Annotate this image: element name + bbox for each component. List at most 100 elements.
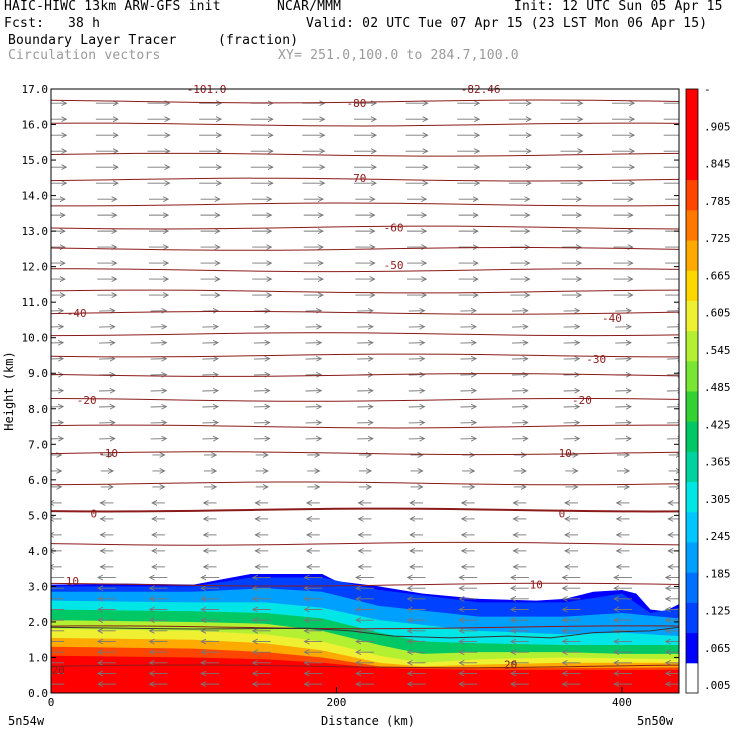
temperature-contours [51, 99, 679, 669]
isotherm-label: -60 [384, 222, 404, 235]
y-tick-label: 7.0 [28, 438, 48, 451]
y-tick-label: 9.0 [28, 367, 48, 380]
x-tick-label: 0 [48, 696, 55, 709]
isotherm-label: -30 [586, 353, 606, 366]
init-time: Init: 12 UTC Sun 05 Apr 15 [514, 0, 723, 14]
colorbar-swatch [686, 149, 698, 181]
colorbar-swatch [686, 360, 698, 392]
y-tick-label: 0.0 [28, 687, 48, 700]
isotherm [51, 397, 679, 402]
isotherm-label: 10 [66, 575, 79, 588]
isotherm [51, 225, 679, 230]
colorbar-swatch [686, 632, 698, 664]
isotherm [51, 541, 679, 546]
isotherm-label: 20 [504, 659, 517, 672]
forecast-hour: 38 h [68, 16, 101, 31]
colorbar-label: .665 [704, 269, 731, 282]
isotherm-label: -50 [384, 259, 404, 272]
y-tick-label: 8.0 [28, 403, 48, 416]
isotherm [51, 507, 679, 513]
colorbar-swatch [686, 511, 698, 543]
colorbar-swatch [686, 602, 698, 634]
x-axis-label: Distance (km) [321, 714, 415, 728]
y-tick-label: 4.0 [28, 545, 48, 558]
colorbar-swatch [686, 209, 698, 241]
field-units: (fraction) [218, 33, 299, 48]
y-tick-label: 13.0 [22, 225, 49, 238]
isotherm [51, 424, 679, 429]
colorbar-swatch [686, 300, 698, 332]
y-tick-label: 10.0 [22, 332, 49, 345]
y-axis-label: Height (km) [2, 351, 16, 430]
axes: 0.0 1.0 2.0 3.0 4.0 5.0 6.0 7.0 8.0 9.0 10.0 11.0 12… [22, 83, 679, 709]
isotherm-label: 0 [91, 508, 98, 521]
y-tick-label: 15.0 [22, 154, 49, 167]
colorbar-label: .125 [704, 605, 731, 618]
x-tick-label: 200 [327, 696, 347, 709]
circulation-vectors [51, 103, 679, 684]
x-tick-label: 400 [612, 696, 632, 709]
isotherm [51, 246, 679, 251]
colorbar-label: .605 [704, 307, 731, 320]
colorbar-swatch [686, 481, 698, 513]
isotherm [51, 481, 679, 486]
colorbar-label: .005 [704, 679, 731, 692]
y-tick-label: 6.0 [28, 474, 48, 487]
model-title: HAIC-HIWC 13km ARW-GFS init [4, 0, 221, 14]
colorbar-swatch [686, 179, 698, 211]
isotherm-label: 10 [530, 579, 543, 592]
colorbar-label: .845 [704, 158, 731, 171]
x-start-location: 5n54w [8, 714, 45, 728]
colorbar-label: .365 [704, 456, 731, 469]
colorbar-swatch [686, 89, 698, 120]
colorbar-swatch [686, 330, 698, 362]
colorbar-label: .545 [704, 344, 731, 357]
colorbar-label: .425 [704, 418, 731, 431]
y-tick-label: 17.0 [22, 83, 49, 96]
colorbar-label: .725 [704, 232, 731, 245]
isotherm-label: -40 [602, 312, 622, 325]
isotherm-label: -20 [572, 394, 592, 407]
isotherm [51, 99, 679, 104]
isotherm [51, 202, 679, 207]
y-tick-label: 11.0 [22, 296, 49, 309]
colorbar-swatch [686, 391, 698, 422]
isotherm-label: -80 [346, 97, 366, 110]
colorbar-label: .305 [704, 493, 731, 506]
isotherm-label: 20 [52, 664, 65, 677]
isotherm-label: -10 [552, 447, 572, 460]
y-tick-label: 12.0 [22, 261, 49, 274]
org-label: NCAR/MMM [277, 0, 342, 14]
colorbar-swatch [686, 240, 698, 271]
colorbar-swatch [686, 572, 698, 603]
isotherm [51, 373, 679, 377]
isotherm [51, 353, 679, 358]
colorbar-label: .185 [704, 567, 731, 580]
y-tick-label: 1.0 [28, 651, 48, 664]
isotherm [51, 664, 679, 669]
isotherm [51, 582, 679, 587]
isotherm [51, 625, 679, 630]
colorbar-swatch [686, 270, 698, 301]
isotherm [51, 268, 679, 273]
colorbar-label: .065 [704, 642, 731, 655]
plot-frame [50, 88, 680, 694]
colorbar-label: .485 [704, 381, 731, 394]
isotherm-label: -70 [346, 172, 366, 185]
colorbar-swatch [686, 542, 698, 573]
colorbar-label: - [704, 83, 711, 96]
y-tick-label: 14.0 [22, 190, 49, 203]
temperature-contour-labels: 20 20 10 10 0 0 -10 -10 -20 -20 -30 -40 -40 -50 -60 -70… [52, 83, 622, 677]
isotherm-label: -20 [77, 394, 97, 407]
field-name: Boundary Layer Tracer [8, 33, 177, 48]
isotherm-label: -40 [67, 307, 87, 320]
colorbar-label: .905 [704, 120, 731, 133]
y-tick-label: 3.0 [28, 580, 48, 593]
isotherm-label: 0 [559, 508, 566, 521]
colorbar: .005 .065 .125 .185 .245 .305 .365 .425 .485 .545… [685, 83, 731, 694]
x-end-location: 5n50w [637, 714, 674, 728]
vector-label: Circulation vectors [8, 48, 161, 63]
isotherm [51, 122, 679, 127]
colorbar-label: .785 [704, 195, 731, 208]
